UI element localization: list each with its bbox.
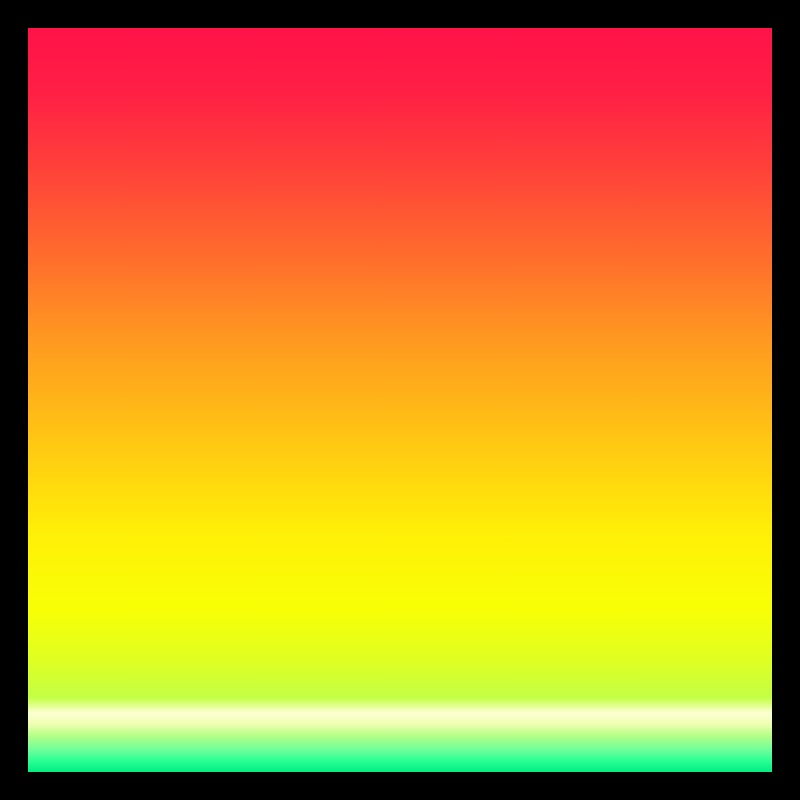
chart-frame: TheBottleneck.com — [0, 0, 800, 800]
frame-border-right — [772, 0, 800, 800]
frame-border-left — [0, 0, 28, 800]
bottleneck-curve — [28, 28, 772, 772]
plot-area — [28, 28, 772, 772]
watermark-text: TheBottleneck.com — [0, 0, 140, 18]
frame-border-bottom — [0, 772, 800, 800]
